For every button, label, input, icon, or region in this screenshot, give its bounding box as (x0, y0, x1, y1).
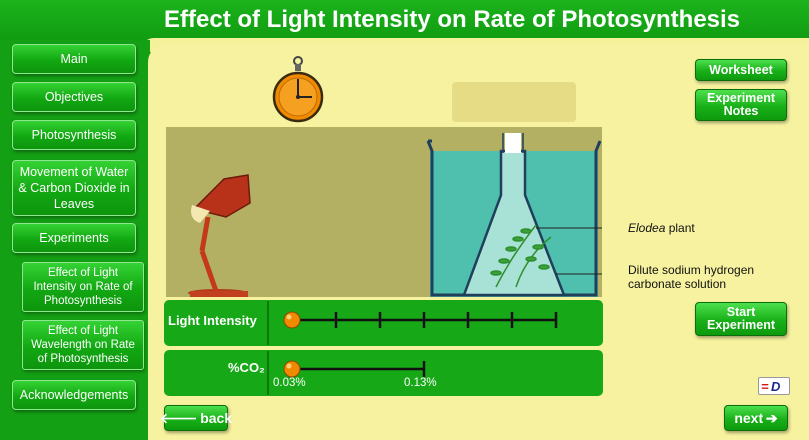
solution-label-line1: Dilute sodium hydrogen (628, 263, 755, 277)
worksheet-button[interactable]: Worksheet (695, 59, 787, 81)
svg-text:=: = (761, 379, 769, 394)
solution-label-line2: carbonate solution (628, 277, 727, 291)
publisher-logo: = D (758, 377, 790, 395)
light-intensity-slider[interactable] (280, 308, 565, 332)
nav-objectives-button[interactable]: Objectives (12, 82, 136, 112)
elodea-label: Elodea plant (628, 221, 695, 235)
back-button[interactable]: 🡐 back (160, 405, 232, 431)
nav-experiments-button[interactable]: Experiments (12, 223, 136, 253)
nav-photosynthesis-button[interactable]: Photosynthesis (12, 120, 136, 150)
header-bar (0, 0, 809, 44)
nav-light-intensity-experiment[interactable]: Effect of Light Intensity on Rate of Pho… (22, 262, 144, 312)
light-intensity-knob[interactable] (283, 311, 301, 329)
nav-main-button[interactable]: Main (12, 44, 136, 74)
nav-acknowledgements-button[interactable]: Acknowledgements (12, 380, 136, 410)
nav-light-wavelength-experiment[interactable]: Effect of Light Wavelength on Rate of Ph… (22, 320, 144, 370)
funnel-icon (462, 133, 566, 297)
timer-display (452, 82, 576, 122)
svg-text:D: D (771, 379, 781, 394)
light-intensity-panel (164, 300, 603, 346)
light-intensity-label: Light Intensity (168, 313, 257, 328)
panel-divider (267, 301, 269, 345)
elodea-plant-icon (490, 224, 552, 288)
co2-slider[interactable] (280, 358, 430, 380)
arrow-left-icon: 🡐 (159, 409, 201, 426)
co2-min-label: 0.03% (273, 377, 306, 389)
page-title: Effect of Light Intensity on Rate of Pho… (164, 6, 741, 33)
co2-max-label: 0.13% (404, 377, 437, 389)
experiment-apparatus (188, 133, 602, 297)
co2-panel (164, 350, 603, 396)
arrow-right-icon: ➔ (763, 409, 778, 426)
nav-movement-button[interactable]: Movement of Water & Carbon Dioxide in Le… (12, 160, 136, 216)
co2-label: %CO₂ (228, 360, 265, 375)
back-label: back (200, 409, 233, 426)
next-button[interactable]: next ➔ (724, 405, 788, 431)
ed-logo-icon: = D (761, 379, 781, 394)
stopwatch-icon (272, 56, 324, 123)
co2-knob[interactable] (283, 360, 301, 378)
experiment-notes-button[interactable]: Experiment Notes (695, 89, 787, 121)
next-label: next (734, 409, 764, 426)
lamp-icon (188, 174, 251, 297)
start-experiment-button[interactable]: Start Experiment (695, 302, 787, 336)
panel-divider-co2 (267, 351, 269, 395)
solution-label: Dilute sodium hydrogen carbonate solutio… (628, 263, 754, 291)
